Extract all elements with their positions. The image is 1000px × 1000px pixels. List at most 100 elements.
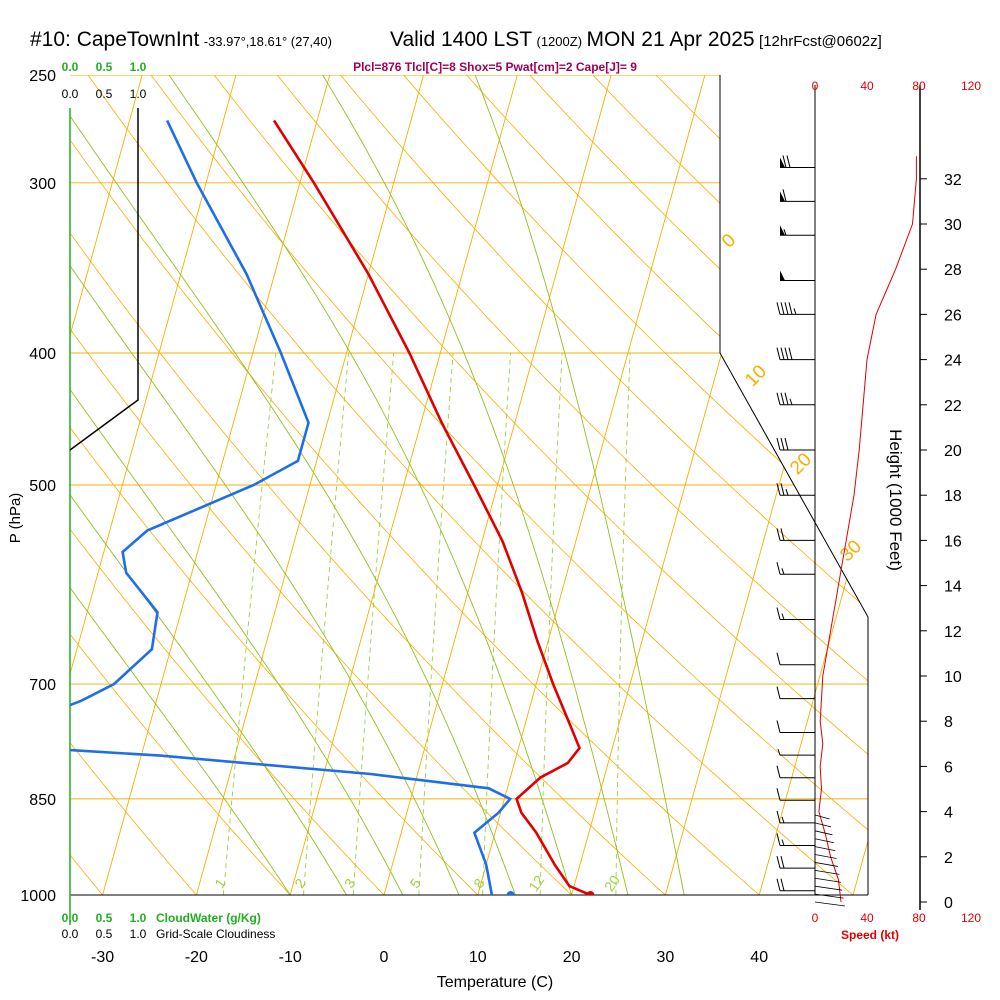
- barb-flag: [780, 878, 785, 891]
- wind-barb: [776, 788, 815, 801]
- wind-barb: [776, 720, 815, 733]
- height-tick-label: 28: [944, 262, 962, 279]
- temperature-tick-label: 10: [469, 949, 487, 966]
- speed-tick-top: 120: [961, 79, 981, 93]
- cloudwater-scale-bottom: 1.0: [130, 911, 147, 925]
- surface-barb: [814, 814, 830, 820]
- cloudwater-label: CloudWater (g/Kg): [156, 911, 261, 925]
- mixing-ratio-line: [303, 352, 350, 895]
- wind-barb: [777, 748, 815, 756]
- wind-barb: [780, 189, 815, 202]
- temperature-profile: [272, 119, 591, 895]
- mixing-ratio-line: [418, 352, 454, 895]
- wind-barb: [776, 562, 815, 575]
- cloud-scale-top: 0.0: [62, 60, 79, 74]
- isotherm-line: [563, 75, 806, 895]
- barb-half-flag: [781, 568, 785, 575]
- mixing-ratio-label: 3: [341, 875, 359, 891]
- barb-pennant: [780, 225, 785, 236]
- pressure-tick-label: 500: [29, 478, 56, 495]
- zulu-time: (1200Z): [536, 34, 583, 49]
- barb-flag: [784, 347, 789, 360]
- dry-adiabat: [320, 75, 868, 895]
- height-tick-label: 6: [944, 759, 953, 776]
- dry-adiabat: [70, 75, 508, 895]
- speed-tick-bottom: 40: [860, 911, 874, 925]
- isotherm-line: [469, 75, 713, 895]
- moist-adiabat: [474, 75, 685, 895]
- barb-flag: [784, 392, 789, 405]
- cloud-scale-top: 1.0: [130, 60, 147, 74]
- barb-flag: [782, 189, 787, 202]
- height-tick-label: 4: [944, 805, 953, 822]
- barb-flag: [776, 528, 781, 541]
- barb-flag: [780, 855, 785, 869]
- surface-barb: [814, 885, 843, 891]
- surface-barb: [814, 830, 833, 836]
- moist-adiabat: [168, 75, 573, 895]
- dewpoint-profile: [70, 119, 513, 895]
- speed-tick-bottom: 0: [812, 911, 819, 925]
- moist-adiabat: [70, 75, 347, 895]
- height-tick-label: 2: [944, 850, 953, 867]
- mixing-ratio-line: [539, 352, 563, 895]
- temperature-tick-label: 40: [750, 949, 768, 966]
- dry-adiabat: [444, 75, 868, 895]
- dry-adiabat: [70, 75, 223, 895]
- speed-tick-top: 40: [860, 79, 874, 93]
- isotherm-line: [281, 75, 525, 895]
- moist-adiabat: [322, 75, 629, 895]
- pressure-tick-label: 1000: [20, 888, 56, 905]
- wind-barb: [776, 483, 815, 496]
- wind-barb: [776, 765, 815, 779]
- moist-adiabat: [70, 75, 516, 895]
- height-tick-label: 10: [944, 669, 962, 686]
- speed-tick-top: 0: [812, 79, 819, 93]
- temperature-tick-label: -10: [279, 949, 302, 966]
- surface-barb: [814, 838, 834, 844]
- cloudiness-scale-bottom: 0.0: [62, 927, 79, 941]
- mixing-ratio-line: [482, 352, 511, 895]
- temperature-tick-label: -30: [91, 949, 114, 966]
- wind-barb: [776, 855, 815, 869]
- barb-flag: [780, 392, 785, 405]
- cloud-scale-top: 0.0: [62, 87, 79, 101]
- surface-barb: [814, 869, 840, 875]
- surface-barb: [814, 893, 844, 899]
- barb-half-flag: [785, 489, 789, 496]
- barb-pennant: [780, 157, 785, 168]
- barb-flag: [786, 155, 791, 168]
- wind-barb: [776, 833, 815, 846]
- dry-adiabat: [70, 75, 603, 895]
- barb-flag: [780, 483, 785, 496]
- thermo-grid: [70, 75, 868, 895]
- mixing-ratio-line: [222, 352, 277, 895]
- height-tick-label: 14: [944, 579, 962, 596]
- barb-half-flag: [793, 308, 797, 315]
- valid-time: Valid 1400 LST (1200Z) MON 21 Apr 2025 […: [390, 28, 882, 52]
- cloudiness-scale-bottom: 0.5: [96, 927, 113, 941]
- barb-flag: [776, 765, 781, 778]
- temperature-tick-label: 20: [563, 949, 581, 966]
- barb-flag: [784, 302, 789, 315]
- wind-speed-line: [818, 156, 917, 903]
- barb-flag: [780, 437, 785, 451]
- cloudwater-scale-bottom: 0.5: [96, 911, 113, 925]
- wind-barb: [780, 225, 815, 236]
- height-axis-title: Height (1000 Feet): [886, 429, 905, 571]
- surface-barb: [814, 846, 836, 852]
- wind-barb: [776, 528, 815, 541]
- surface-barb: [814, 822, 832, 828]
- barb-flag: [776, 347, 781, 360]
- barb-flag: [776, 652, 781, 665]
- surface-barb: [814, 877, 841, 883]
- isotherm-line: [94, 75, 337, 895]
- wind-barb: [776, 607, 815, 620]
- barb-flag: [776, 686, 781, 699]
- plot-right-edge: [719, 75, 869, 895]
- height-tick-label: 32: [944, 172, 962, 189]
- mixing-ratio-label: 2: [291, 875, 309, 891]
- barb-flag: [784, 437, 789, 451]
- barb-half-flag: [783, 229, 787, 236]
